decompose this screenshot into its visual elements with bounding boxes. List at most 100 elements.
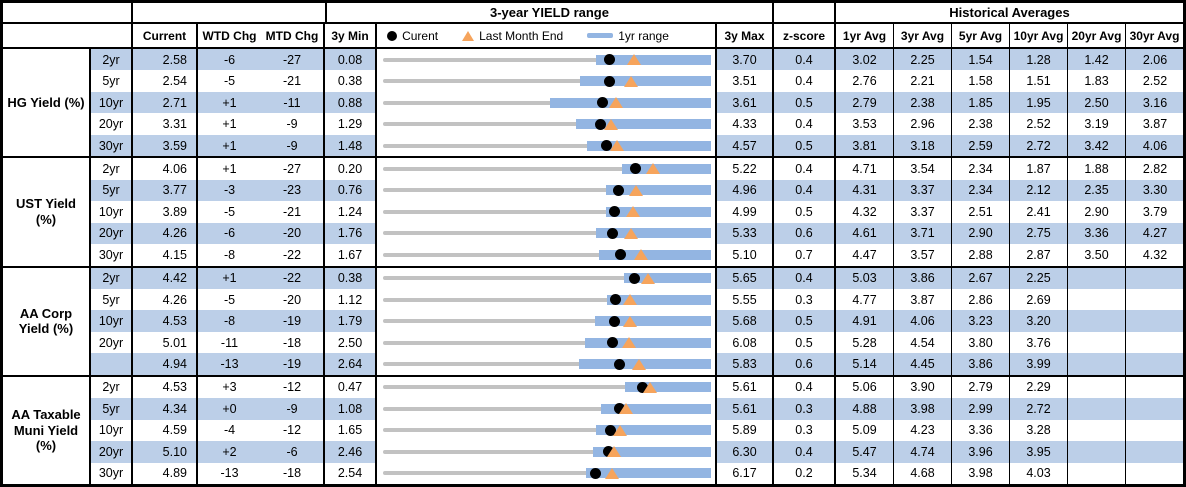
range-max-cell: 4.96 — [717, 179, 774, 202]
avg-cell: 4.23 — [894, 419, 952, 442]
tenor-cell: 10yr — [91, 91, 133, 114]
avg-cell: 2.76 — [836, 70, 894, 92]
current-dot-marker — [604, 424, 616, 436]
mtd-chg-cell: -12 — [261, 419, 325, 442]
range-max-cell: 3.70 — [717, 49, 774, 71]
table-row: 5yr 4.26 -5 -20 1.12 5.55 0.3 4.77 3.87 2.86 2.69 — [91, 288, 1183, 311]
current-cell: 4.53 — [133, 376, 198, 399]
wtd-chg-cell: +1 — [198, 113, 261, 135]
table-row: 10yr 2.71 +1 -11 0.88 3.61 0.5 2.79 2.38 1.85 1.95… — [91, 91, 1183, 114]
avg-cell: 2.90 — [952, 222, 1010, 245]
current-cell: 3.59 — [133, 134, 198, 157]
1yr-range-bar — [576, 119, 711, 130]
wtd-chg-cell: -3 — [198, 179, 261, 202]
table-row: 10yr 3.89 -5 -21 1.24 4.99 0.5 4.32 3.37 2.51 2.41… — [91, 201, 1183, 223]
range-min-cell: 1.65 — [325, 419, 377, 442]
last-month-end-triangle-marker — [603, 118, 618, 130]
last-month-end-triangle-marker — [626, 54, 641, 66]
range-max-cell: 5.68 — [717, 310, 774, 332]
last-month-end-triangle-marker — [624, 75, 639, 87]
3y-range-track — [383, 79, 711, 84]
range-max-cell: 6.30 — [717, 441, 774, 463]
3y-range-track — [383, 319, 711, 324]
z-score-cell: 0.5 — [774, 134, 836, 157]
range-chart-cell — [377, 201, 717, 223]
avg-cell: 3.37 — [894, 179, 952, 202]
range-min-cell: 0.20 — [325, 158, 377, 180]
current-cell: 4.89 — [133, 462, 198, 484]
range-min-cell: 0.88 — [325, 91, 377, 114]
wtd-chg-cell: -4 — [198, 419, 261, 442]
header-group-tenor — [3, 24, 133, 47]
mtd-chg-cell: -9 — [261, 398, 325, 420]
avg-cell: 2.96 — [894, 113, 952, 135]
avg-cell — [1126, 353, 1183, 375]
avg-cell: 1.54 — [952, 49, 1010, 71]
group-label: UST Yield (%) — [3, 158, 91, 266]
range-chart-cell — [377, 113, 717, 135]
range-min-cell: 0.76 — [325, 179, 377, 202]
mtd-chg-cell: -6 — [261, 441, 325, 463]
range-max-cell: 5.33 — [717, 222, 774, 245]
avg-cell: 3.36 — [952, 419, 1010, 442]
range-min-cell: 0.38 — [325, 70, 377, 92]
1yr-range-bar — [584, 337, 711, 348]
current-dot-marker — [607, 227, 619, 239]
3y-range-track — [383, 209, 711, 214]
current-cell: 4.06 — [133, 158, 198, 180]
range-max-cell: 5.61 — [717, 376, 774, 399]
mtd-chg-cell: -22 — [261, 244, 325, 266]
avg-cell: 4.68 — [894, 462, 952, 484]
avg-cell: 4.77 — [836, 288, 894, 311]
col-header-3y-min: 3y Min — [325, 24, 377, 47]
3y-range-track — [383, 188, 711, 193]
avg-cell — [1068, 331, 1126, 354]
group-section: UST Yield (%) 2yr 4.06 +1 -27 0.20 5.22 0.4 4.71… — [3, 158, 1183, 268]
range-chart-cell — [377, 419, 717, 442]
z-score-cell: 0.4 — [774, 267, 836, 289]
avg-cell: 3.37 — [894, 201, 952, 223]
current-cell: 3.77 — [133, 179, 198, 202]
range-max-cell: 5.61 — [717, 398, 774, 420]
avg-cell — [1068, 419, 1126, 442]
3y-range-track — [383, 406, 711, 411]
range-max-cell: 5.65 — [717, 267, 774, 289]
col-header-3y-max: 3y Max — [717, 24, 774, 47]
tenor-cell: 5yr — [91, 398, 133, 420]
avg-cell: 3.99 — [1010, 353, 1068, 375]
avg-cell: 2.87 — [1010, 244, 1068, 266]
range-max-cell: 4.99 — [717, 201, 774, 223]
avg-cell: 2.38 — [894, 91, 952, 114]
table-row: 2yr 2.58 -6 -27 0.08 3.70 0.4 3.02 2.25 1.54 1.28 1… — [91, 49, 1183, 71]
1yr-range-bar — [595, 54, 711, 65]
avg-cell: 5.47 — [836, 441, 894, 463]
col-header-30yr-avg: 30yr Avg — [1129, 28, 1180, 43]
1yr-range-bar — [606, 185, 711, 196]
group-rows: 2yr 4.53 +3 -12 0.47 5.61 0.4 5.06 3.90 2.79 2.29 5… — [91, 376, 1183, 484]
z-score-cell: 0.4 — [774, 179, 836, 202]
3y-range-track — [383, 428, 711, 433]
last-month-end-triangle-marker — [622, 337, 637, 349]
avg-cell — [1126, 419, 1183, 442]
avg-cell — [1068, 398, 1126, 420]
table-row: 30yr 4.89 -13 -18 2.54 6.17 0.2 5.34 4.68 3.98 4.0… — [91, 462, 1183, 484]
tenor-cell: 2yr — [91, 267, 133, 289]
mtd-chg-cell: -9 — [261, 134, 325, 157]
z-score-cell: 0.4 — [774, 376, 836, 399]
avg-cell — [1068, 462, 1126, 484]
current-cell: 3.31 — [133, 113, 198, 135]
tenor-cell: 5yr — [91, 70, 133, 92]
range-min-cell: 1.08 — [325, 398, 377, 420]
avg-cell: 2.88 — [952, 244, 1010, 266]
avg-cell: 3.86 — [894, 267, 952, 289]
3y-range-track — [383, 122, 711, 127]
last-month-end-triangle-marker — [624, 227, 639, 239]
current-dot-marker — [629, 163, 641, 175]
tenor-cell: 30yr — [91, 244, 133, 266]
table-row: 4.94 -13 -19 2.64 5.83 0.6 5.14 4.45 3.86 3.99 — [91, 353, 1183, 375]
avg-cell: 5.28 — [836, 331, 894, 354]
col-header-3yr-avg: 3yr Avg — [894, 24, 952, 47]
avg-cell: 3.87 — [1126, 113, 1183, 135]
range-chart-cell — [377, 353, 717, 375]
